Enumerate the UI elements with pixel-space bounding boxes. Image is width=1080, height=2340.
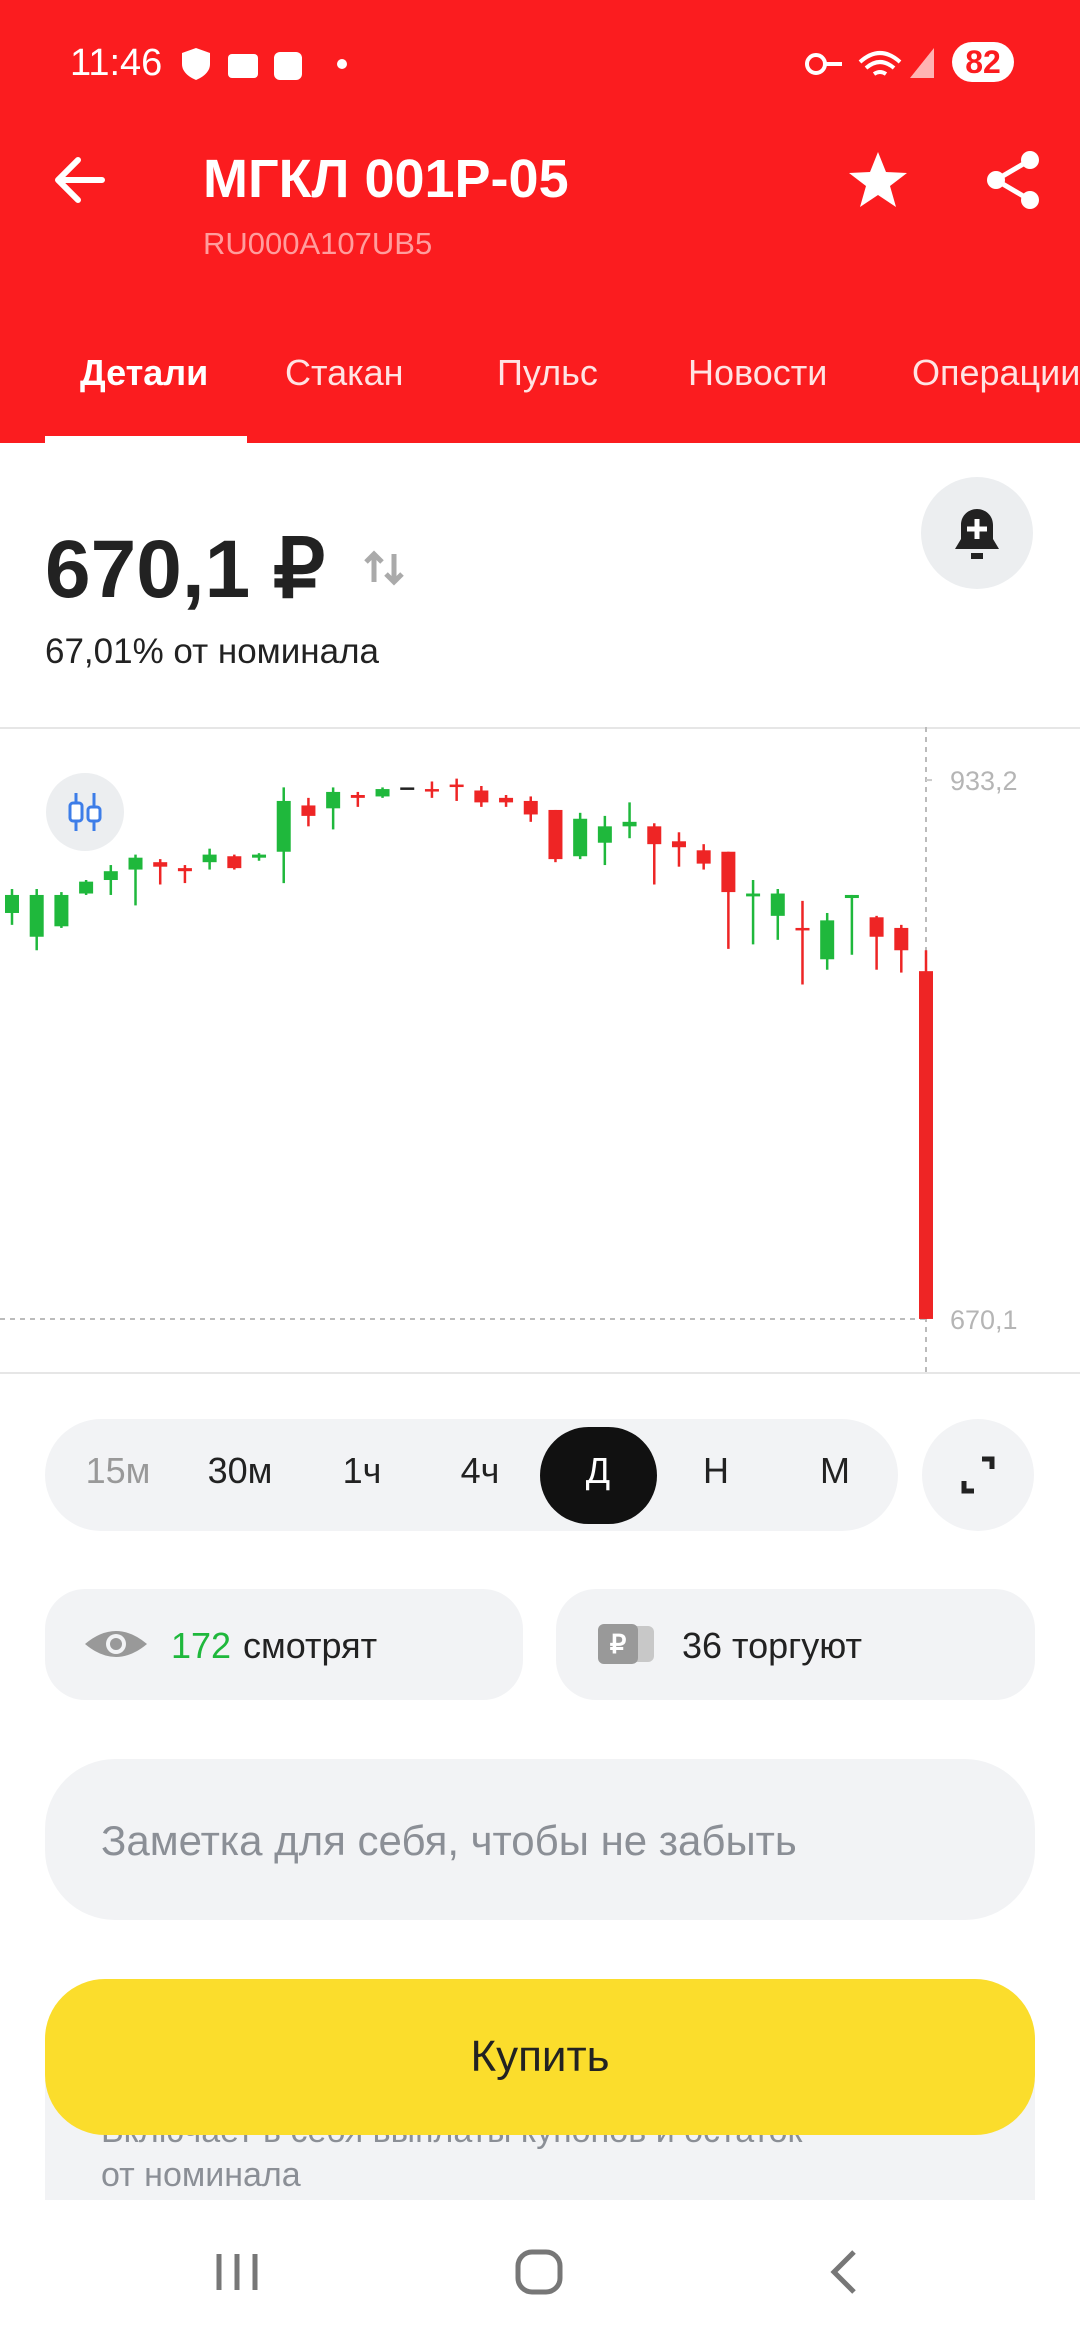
tab[interactable]: Новости — [688, 352, 828, 393]
candle-body — [177, 868, 192, 872]
candle-body — [597, 826, 612, 843]
candle-body — [350, 795, 365, 798]
timeframe-selected — [540, 1427, 657, 1524]
divider — [0, 727, 1080, 729]
y-tick-label: 933,2 — [950, 766, 1018, 796]
candle-body — [153, 862, 168, 867]
tab[interactable]: Детали — [80, 352, 209, 393]
candle-body — [54, 894, 69, 927]
candle-body — [499, 797, 514, 803]
candle-body — [29, 894, 44, 937]
timeframe-bar — [45, 1419, 898, 1531]
trading-label: 36 торгуют — [682, 1625, 862, 1666]
candle-body — [770, 893, 785, 916]
svg-text:₽: ₽ — [610, 1629, 627, 1659]
candle-body — [424, 789, 439, 792]
nav-bar — [216, 2249, 856, 2295]
info-line: от номинала — [101, 2156, 301, 2194]
candle-body — [276, 800, 291, 852]
candle-body — [5, 894, 19, 913]
timeframe[interactable]: Д — [585, 1450, 611, 1491]
tab[interactable]: Пульс — [497, 352, 598, 393]
alert-button[interactable] — [921, 477, 1033, 589]
divider — [0, 1372, 1080, 1374]
status-time: 11:46 — [70, 42, 163, 84]
favorite-button[interactable] — [846, 148, 910, 212]
candle-body — [400, 787, 415, 790]
share-button[interactable] — [982, 148, 1046, 212]
tab[interactable]: Стакан — [285, 352, 404, 393]
fullscreen-button[interactable] — [922, 1419, 1034, 1531]
candle-body — [474, 790, 489, 803]
note-field[interactable]: Заметка для себя, чтобы не забыть — [45, 1759, 1035, 1920]
candle-body — [128, 857, 143, 870]
status-icons-right — [805, 48, 934, 78]
timeframe[interactable]: М — [820, 1450, 850, 1491]
candle-body — [326, 791, 341, 809]
candle-body — [795, 927, 810, 931]
buy-button[interactable]: Купить — [45, 1979, 1035, 2135]
timeframe[interactable]: 15м — [85, 1450, 151, 1491]
candle-body — [869, 917, 884, 937]
y-tick-label: 670,1 — [950, 1305, 1018, 1335]
nominal: 67,01% от номинала — [45, 632, 379, 671]
candle-body — [671, 841, 686, 848]
price: 670,1 ₽ — [45, 524, 326, 615]
candle-body — [573, 818, 588, 857]
watching-chip: 172 смотрят — [45, 1589, 523, 1700]
subtitle: RU000A107UB5 — [203, 226, 433, 261]
candle-body — [375, 789, 390, 797]
header: 11:46 82 МГКЛ 001Р-05 RU000A107UB5 Детал… — [0, 0, 1080, 443]
timeframe[interactable]: 4ч — [460, 1450, 500, 1491]
swap-icon[interactable] — [360, 548, 410, 588]
candle-body — [622, 821, 637, 827]
trading-chip: ₽ 36 торгуют — [556, 1589, 1035, 1700]
chart: 933,2 670,1 — [0, 727, 1018, 1372]
chart-type-button[interactable] — [46, 773, 124, 851]
tab[interactable]: Операции — [912, 352, 1080, 393]
tab-indicator — [45, 436, 247, 443]
note-placeholder: Заметка для себя, чтобы не забыть — [101, 1817, 797, 1864]
battery: 82 — [952, 42, 1014, 82]
candle-body — [548, 809, 563, 860]
watching-label: смотрят — [243, 1625, 378, 1666]
candle-body — [301, 805, 316, 816]
timeframe[interactable]: 1ч — [342, 1450, 382, 1491]
candle-body — [844, 894, 859, 899]
candle-body — [227, 856, 242, 869]
candle-body — [523, 800, 538, 815]
timeframe[interactable]: 30м — [207, 1450, 273, 1491]
candle-body — [79, 881, 94, 894]
back-button[interactable] — [50, 150, 110, 210]
candle-body — [103, 871, 118, 881]
candle-body — [696, 850, 711, 864]
candle-body — [746, 893, 761, 897]
candle-body — [919, 971, 933, 1319]
watching-count: 172 — [171, 1625, 232, 1666]
candle-body — [721, 851, 736, 893]
title: МГКЛ 001Р-05 — [203, 149, 569, 209]
candle-body — [449, 784, 464, 788]
candle-body — [202, 854, 217, 863]
candle-body — [820, 920, 835, 960]
status-icons — [182, 48, 347, 80]
timeframe[interactable]: Н — [703, 1450, 729, 1491]
candle-body — [894, 927, 909, 951]
candle-body — [647, 826, 662, 845]
candle-body — [252, 854, 267, 858]
